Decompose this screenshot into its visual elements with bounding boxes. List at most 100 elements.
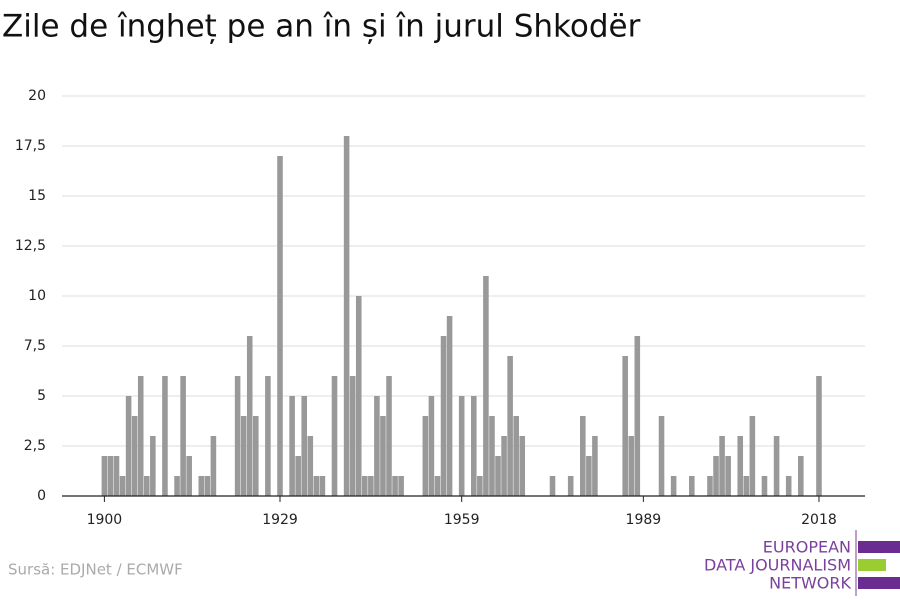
bar (743, 476, 750, 496)
bar (773, 436, 780, 496)
bar (277, 156, 283, 496)
bar (798, 456, 804, 496)
source: Sursă: EDJNet / ECMWF (8, 561, 183, 579)
bar (477, 476, 483, 496)
bar (125, 396, 132, 496)
bar (113, 456, 120, 496)
bar (398, 476, 404, 496)
logo-text: DATA JOURNALISM (704, 556, 851, 575)
bar (749, 416, 756, 496)
logo: EUROPEAN DATA JOURNALISM NETWORK (704, 530, 900, 596)
bar (246, 336, 253, 496)
bar (471, 396, 477, 496)
bar (483, 276, 489, 496)
bar (816, 376, 822, 496)
bar (737, 436, 744, 496)
bar (495, 456, 501, 496)
bar (567, 476, 574, 496)
logo-text: NETWORK (769, 574, 851, 593)
x-tick-label: 1900 (87, 512, 123, 528)
bar (761, 476, 768, 496)
bar (634, 336, 641, 496)
bar (725, 456, 731, 496)
bar (343, 136, 350, 496)
bar (658, 416, 665, 496)
bar (349, 376, 356, 496)
x-tick-label: 1989 (626, 512, 662, 528)
bar (204, 476, 211, 496)
bar (670, 476, 677, 496)
bar (240, 416, 247, 496)
bar (143, 476, 150, 496)
bar (319, 476, 326, 496)
bar (386, 376, 392, 496)
bar (368, 476, 374, 496)
bar (434, 476, 441, 496)
bar (162, 376, 168, 496)
bar (355, 296, 362, 496)
bar (592, 436, 598, 496)
bar (622, 356, 628, 496)
bar (380, 416, 386, 496)
bar (501, 436, 507, 496)
bar (458, 396, 465, 496)
y-tick-label: 5 (37, 388, 46, 404)
bar (713, 456, 719, 496)
bar (422, 416, 429, 496)
bar (234, 376, 241, 496)
y-tick-label: 20 (28, 88, 46, 104)
bar (295, 456, 301, 496)
bar (265, 376, 271, 496)
bar (101, 456, 108, 496)
bar (198, 476, 205, 496)
bar (507, 356, 513, 496)
bar (131, 416, 138, 496)
y-tick-label: 0 (37, 488, 46, 504)
logo-text: EUROPEAN (763, 538, 851, 557)
bar (313, 476, 320, 496)
x-tick-label: 2018 (801, 512, 837, 528)
logo-bar (858, 559, 886, 571)
bar (785, 476, 792, 496)
y-tick-label: 12,5 (15, 238, 46, 254)
y-tick-label: 17,5 (15, 138, 46, 154)
bar (580, 416, 586, 496)
bar (137, 376, 144, 496)
bar (150, 436, 156, 496)
bar (180, 376, 186, 496)
y-tick-label: 7,5 (24, 338, 46, 354)
bar (513, 416, 519, 496)
y-tick-label: 2,5 (24, 438, 46, 454)
bar (628, 436, 635, 496)
bar (489, 416, 495, 496)
bar (689, 476, 695, 496)
bar (186, 456, 192, 496)
y-tick-label: 15 (28, 188, 46, 204)
bar (253, 416, 259, 496)
bar (392, 476, 398, 496)
bar (519, 436, 526, 496)
x-tick-label: 1959 (444, 512, 480, 528)
bar (331, 376, 338, 496)
bar (307, 436, 314, 496)
bar (210, 436, 217, 496)
bar (107, 456, 114, 496)
bar (707, 476, 713, 496)
bar (428, 396, 435, 496)
bar (374, 396, 380, 496)
bar (362, 476, 368, 496)
logo-bar (858, 577, 900, 589)
chart-title: Zile de îngheț pe an în și în jurul Shko… (2, 9, 641, 45)
bar (174, 476, 180, 496)
bar (289, 396, 295, 496)
bar (719, 436, 725, 496)
y-tick-label: 10 (28, 288, 46, 304)
x-tick-label: 1929 (262, 512, 298, 528)
bar (549, 476, 556, 496)
bar (440, 336, 447, 496)
bar (301, 396, 308, 496)
logo-bar (858, 541, 900, 553)
bar (446, 316, 453, 496)
bar (119, 476, 126, 496)
